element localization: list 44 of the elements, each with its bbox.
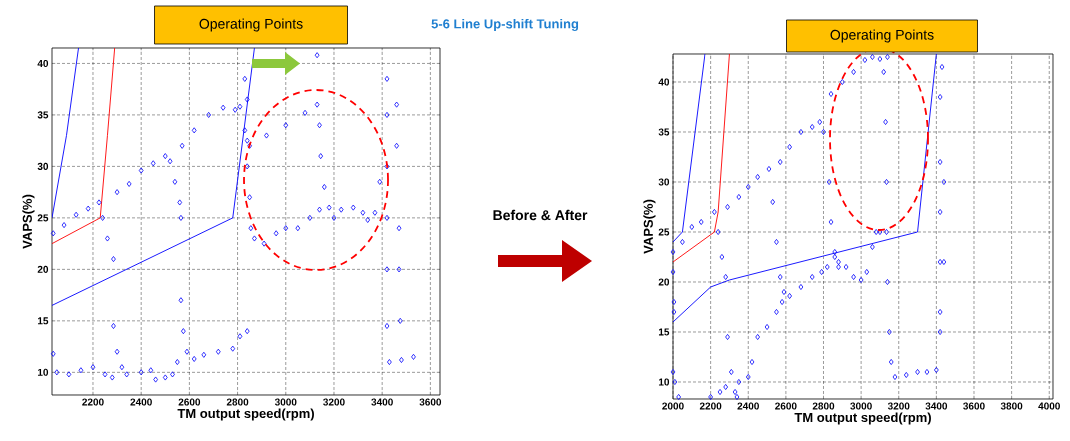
- y-axis-title: VAPS(%): [22, 194, 35, 249]
- y-tick-label: 35: [658, 128, 670, 136]
- y-tick-label: 20: [658, 278, 670, 286]
- y-tick-label: 10: [658, 378, 670, 386]
- text: Before & After: [493, 209, 588, 221]
- x-tick-label: 3400: [925, 402, 948, 410]
- x-axis-title: TM output speed(rpm): [794, 412, 931, 425]
- y-tick-label: 35: [37, 111, 49, 119]
- text: Operating Points: [830, 29, 934, 43]
- y-axis-title: VAPS(%): [643, 199, 656, 254]
- x-tick-label: 3800: [1000, 402, 1023, 410]
- x-tick-label: 3600: [419, 398, 442, 406]
- x-tick-label: 3200: [887, 402, 910, 410]
- y-tick-label: 20: [37, 265, 49, 273]
- x-tick-label: 2800: [812, 402, 835, 410]
- x-tick-label: 3400: [371, 398, 393, 406]
- y-tick-label: 25: [658, 228, 670, 236]
- x-tick-label: 2200: [82, 398, 104, 406]
- y-tick-label: 25: [37, 214, 49, 222]
- text: 5-6 Line Up-shift Tuning: [431, 18, 579, 32]
- y-tick-label: 15: [37, 317, 49, 325]
- x-tick-label: 2200: [699, 402, 722, 410]
- line-series: [52, 47, 116, 245]
- x-tick-label: 3000: [274, 398, 297, 406]
- x-tick-label: 2600: [178, 398, 201, 406]
- y-tick-label: 40: [37, 59, 49, 67]
- y-tick-label: 15: [658, 328, 670, 336]
- text: Operating Points: [199, 18, 303, 32]
- x-tick-label: 2600: [775, 402, 797, 410]
- x-axis-title: TM output speed(rpm): [177, 408, 314, 421]
- y-tick-label: 30: [37, 162, 49, 170]
- y-tick-label: 30: [658, 178, 670, 186]
- x-tick-label: 3000: [850, 402, 872, 410]
- line-series: [673, 53, 937, 323]
- y-tick-label: 40: [658, 78, 670, 86]
- y-tick-label: 10: [37, 368, 49, 376]
- x-tick-label: 3600: [963, 402, 985, 410]
- x-tick-label: 2400: [737, 402, 759, 410]
- x-tick-label: 4000: [1038, 402, 1060, 410]
- x-tick-label: 2800: [226, 398, 249, 406]
- line-series: [673, 53, 730, 263]
- x-tick-label: 3200: [323, 398, 345, 406]
- x-tick-label: 2000: [662, 402, 684, 410]
- x-tick-label: 2400: [130, 398, 152, 406]
